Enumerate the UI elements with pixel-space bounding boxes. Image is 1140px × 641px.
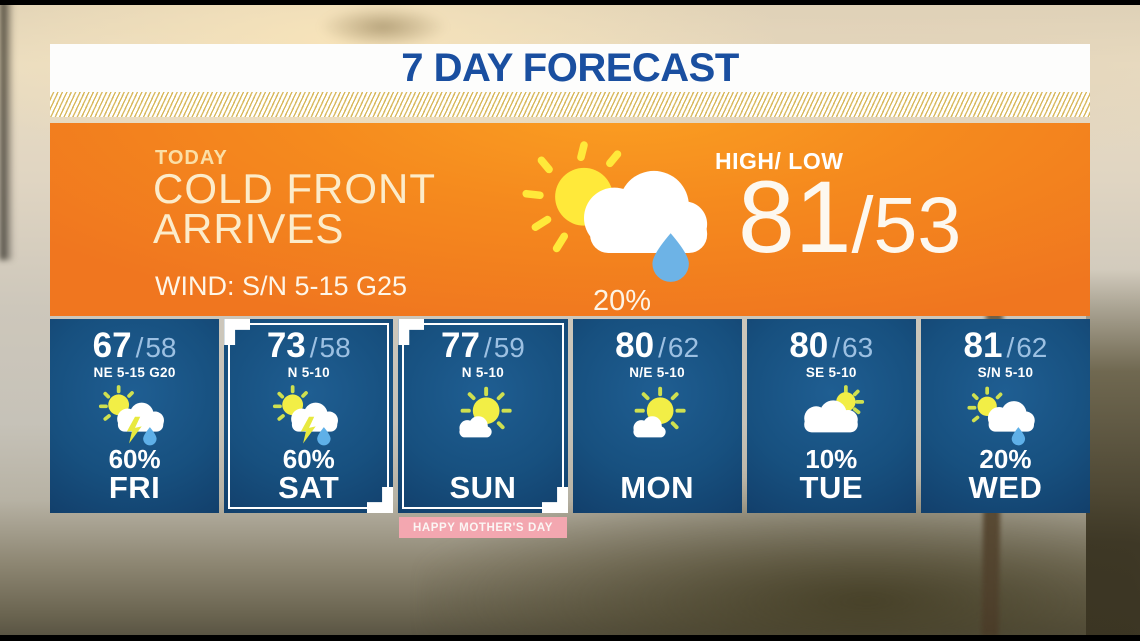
day-high-temp: 77 [440, 326, 480, 365]
mostly-sunny-icon [437, 384, 529, 450]
hatch-divider [50, 92, 1090, 117]
high-low-label: HIGH/ LOW [715, 148, 844, 174]
today-high-low: 81 / 53 [738, 159, 961, 276]
day-card: 80 / 62 N/E 5-10 MON [572, 319, 742, 513]
day-low-temp: 63 [842, 332, 874, 363]
day-card: 67 / 58 NE 5-15 G20 60% FRI [50, 319, 220, 513]
sun-cloud-rain-icon [502, 139, 742, 291]
day-high-temp: 67 [92, 326, 132, 365]
mostly-sunny-icon [611, 384, 703, 450]
today-headline: COLD FRONT ARRIVES [153, 165, 436, 253]
corner-tab-top-left [398, 319, 425, 345]
today-panel: TODAY COLD FRONT ARRIVES WIND: S/N 5-15 … [50, 123, 1090, 317]
day-wind: NE 5-15 G20 [93, 365, 176, 380]
title-bar: 7 DAY FORECAST [50, 44, 1090, 92]
day-card: 77 / 59 N 5-10 SUN [398, 319, 568, 513]
day-name: WED [968, 470, 1043, 506]
day-name: FRI [108, 470, 161, 506]
day-high-low: 80 / 63 [789, 328, 873, 363]
corner-tab-top-left [224, 319, 251, 345]
temp-separator: / [832, 332, 841, 363]
day-card: 80 / 63 SE 5-10 10% TUE [746, 319, 916, 513]
day-precip-chance: 10% [805, 444, 858, 475]
mostly-cloudy-sun-icon [785, 384, 877, 446]
day-name: TUE [799, 470, 864, 506]
day-low-temp: 59 [493, 332, 525, 363]
day-card: 73 / 58 N 5-10 60% SAT [224, 319, 394, 513]
top-letterbox-bar [0, 0, 1140, 5]
temp-separator: / [135, 332, 144, 363]
day-precip-chance: 60% [282, 444, 335, 475]
thunderstorm-icon [263, 384, 355, 446]
twigs-blur [318, 6, 448, 48]
temp-separator: / [1006, 332, 1015, 363]
day-high-temp: 73 [266, 326, 306, 365]
day-high-low: 80 / 62 [615, 328, 699, 363]
thunderstorm-icon [89, 384, 181, 446]
temp-separator: / [851, 180, 874, 269]
today-high-temp: 81 [738, 160, 852, 274]
day-high-low: 67 / 58 [93, 328, 177, 363]
day-low-temp: 58 [319, 332, 351, 363]
day-high-low: 77 / 59 [441, 328, 525, 363]
bottom-letterbox-bar [0, 635, 1140, 641]
day-low-temp: 58 [145, 332, 177, 363]
day-high-temp: 80 [615, 326, 655, 365]
corner-tab-bottom-right [367, 487, 393, 513]
day-low-temp: 62 [667, 332, 700, 363]
day-strip: 67 / 58 NE 5-15 G20 60% FRI 73 / 58 N 5-… [50, 319, 1091, 513]
day-wind: N/E 5-10 [629, 365, 685, 380]
temp-separator: / [309, 332, 318, 363]
day-high-temp: 81 [963, 326, 1003, 365]
headline-line-1: COLD FRONT [153, 165, 436, 212]
temp-separator: / [483, 332, 492, 363]
today-low-temp: 53 [873, 180, 962, 269]
day-wind: S/N 5-10 [977, 365, 1034, 380]
today-wind: WIND: S/N 5-15 G25 [155, 271, 408, 301]
day-high-temp: 80 [789, 326, 829, 365]
right-field-edge [1086, 0, 1140, 641]
banner-text: HAPPY MOTHER'S DAY [412, 521, 554, 534]
corner-tab-bottom-right [542, 487, 568, 513]
today-precip-chance: 20% [592, 285, 652, 317]
today-label: TODAY [155, 147, 228, 169]
day-precip-chance: 20% [979, 444, 1032, 475]
day-name: SAT [278, 470, 340, 506]
sun-cloud-rain-icon [959, 384, 1051, 446]
headline-line-2: ARRIVES [153, 205, 345, 253]
day-high-low: 73 / 58 [267, 328, 351, 363]
day-wind: SE 5-10 [805, 365, 857, 380]
left-shadow [0, 0, 14, 260]
day-high-low: 81 / 62 [964, 328, 1048, 363]
day-name: MON [620, 470, 695, 506]
mothers-day-banner: HAPPY MOTHER'S DAY [399, 517, 567, 538]
temp-separator: / [658, 332, 666, 363]
page-title: 7 DAY FORECAST [401, 45, 739, 90]
day-low-temp: 62 [1016, 332, 1048, 363]
day-name: SUN [449, 470, 517, 506]
day-wind: N 5-10 [287, 365, 330, 380]
day-card: 81 / 62 S/N 5-10 20% WED [920, 319, 1091, 513]
day-wind: N 5-10 [461, 365, 505, 380]
day-precip-chance: 60% [108, 444, 161, 475]
